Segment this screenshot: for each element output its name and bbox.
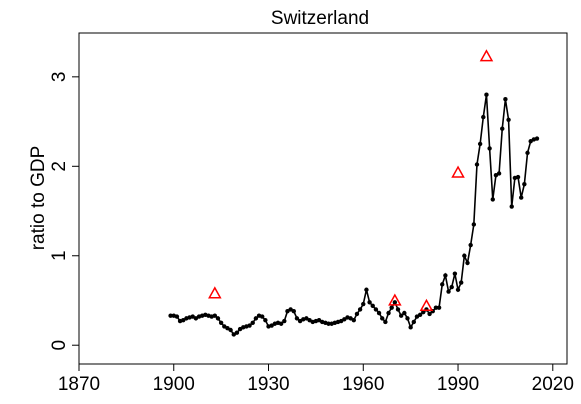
data-point xyxy=(446,289,451,294)
data-point xyxy=(370,303,375,309)
data-point xyxy=(405,316,410,321)
data-point xyxy=(471,222,477,227)
data-point xyxy=(443,273,448,278)
data-point xyxy=(174,314,180,319)
data-point xyxy=(291,309,296,314)
data-point xyxy=(364,287,369,292)
data-point xyxy=(228,327,233,333)
data-point xyxy=(421,309,426,315)
data-point xyxy=(250,320,255,326)
x-tick-label: 1990 xyxy=(437,374,479,395)
data-point xyxy=(449,284,454,290)
data-point xyxy=(481,114,486,120)
x-tick-label: 1900 xyxy=(153,374,195,395)
data-point xyxy=(487,146,492,151)
data-point xyxy=(515,174,521,180)
data-point xyxy=(408,325,413,330)
data-point xyxy=(452,271,458,276)
data-point xyxy=(361,301,366,307)
data-point xyxy=(465,260,470,266)
data-point xyxy=(474,162,480,167)
data-point xyxy=(458,280,464,285)
data-point xyxy=(373,307,379,312)
data-point xyxy=(440,282,445,287)
triangle-point xyxy=(208,286,222,299)
data-point xyxy=(477,141,483,147)
data-point xyxy=(383,319,388,325)
data-point xyxy=(263,317,268,323)
data-point xyxy=(354,311,360,317)
data-point xyxy=(468,242,473,248)
data-point xyxy=(367,300,372,305)
data-point xyxy=(427,311,432,317)
data-point xyxy=(212,313,218,318)
data-point xyxy=(462,253,467,258)
data-point xyxy=(525,150,530,156)
x-tick-label: 1870 xyxy=(58,374,100,395)
x-tick-label: 2020 xyxy=(532,374,574,395)
triangle-point xyxy=(451,165,465,178)
data-point xyxy=(389,305,394,310)
data-point xyxy=(234,330,240,335)
data-point xyxy=(357,307,363,312)
triangle-point xyxy=(388,293,402,306)
data-point xyxy=(395,307,401,312)
data-point xyxy=(278,321,284,326)
data-point xyxy=(351,317,356,323)
data-point xyxy=(168,313,173,318)
data-point xyxy=(380,316,385,321)
data-point xyxy=(294,316,300,321)
data-point xyxy=(326,321,331,326)
data-point xyxy=(455,287,461,292)
data-point xyxy=(509,204,514,209)
data-point xyxy=(376,310,382,316)
data-point xyxy=(500,126,505,131)
data-point xyxy=(402,310,407,316)
y-axis-label: ratio to GDP xyxy=(28,146,49,251)
data-point xyxy=(215,316,221,321)
triangle-point xyxy=(479,49,494,62)
plot-box xyxy=(78,32,568,365)
data-point xyxy=(386,310,391,316)
data-point xyxy=(411,319,417,325)
data-point xyxy=(506,117,511,122)
data-point xyxy=(398,313,404,318)
data-point xyxy=(282,318,287,324)
data-point xyxy=(253,316,259,321)
data-point xyxy=(522,181,527,187)
x-tick-label: 1930 xyxy=(247,374,289,395)
data-point xyxy=(259,314,265,319)
y-tick-label: 1 xyxy=(49,250,70,261)
data-point xyxy=(392,300,398,305)
chart-title: Switzerland xyxy=(271,8,369,29)
data-point xyxy=(519,195,524,200)
data-point xyxy=(433,305,439,310)
y-tick-label: 2 xyxy=(49,161,70,172)
data-point xyxy=(484,92,489,97)
data-point xyxy=(218,320,224,326)
data-point xyxy=(436,305,442,310)
data-point xyxy=(490,197,495,202)
y-tick-label: 3 xyxy=(49,72,70,83)
y-tick-label: 0 xyxy=(49,340,70,351)
data-point xyxy=(417,312,423,317)
x-tick-label: 1960 xyxy=(342,374,384,395)
data-point xyxy=(503,97,508,102)
data-line xyxy=(170,94,538,336)
data-point xyxy=(247,323,252,328)
data-point xyxy=(534,136,540,141)
data-point xyxy=(496,171,502,176)
triangle-point xyxy=(419,298,434,312)
